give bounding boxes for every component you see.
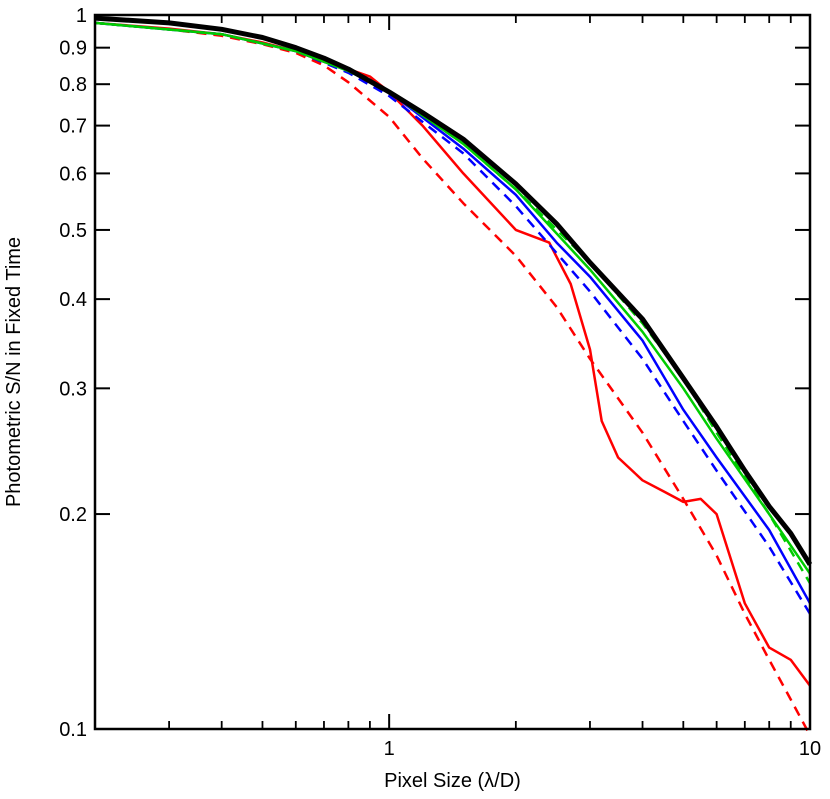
series-line-6 [94,15,813,566]
y-tick-label: 0.1 [59,719,87,741]
y-tick-label: 1 [76,5,87,27]
y-tick-label: 0.7 [59,116,87,138]
y-tick-label: 0.3 [59,378,87,400]
y-tick-label: 0.6 [59,163,87,185]
series-line-2 [94,21,812,615]
y-tick-label: 0.5 [59,220,87,242]
series-layer [94,15,813,736]
ticks-layer: 1 10 0.1 0.2 0.3 0.4 0.5 0.6 0.7 0.8 0.9 1 [59,5,821,760]
x-axis-label: Pixel Size (λ/D) [384,770,521,792]
plot-frame [93,13,812,731]
y-axis-label: Photometric S/N in Fixed Time [3,237,25,507]
series-line-1 [94,21,812,687]
y-tick-label: 0.8 [59,74,87,96]
x-tick-label: 1 [384,738,395,760]
y-tick-label: 0.2 [59,504,87,526]
series-line-5 [94,21,812,575]
y-tick-label: 0.9 [59,38,87,60]
x-tick-label: 10 [799,738,821,760]
series-line-3 [94,21,812,604]
y-tick-label: 0.4 [59,289,87,311]
